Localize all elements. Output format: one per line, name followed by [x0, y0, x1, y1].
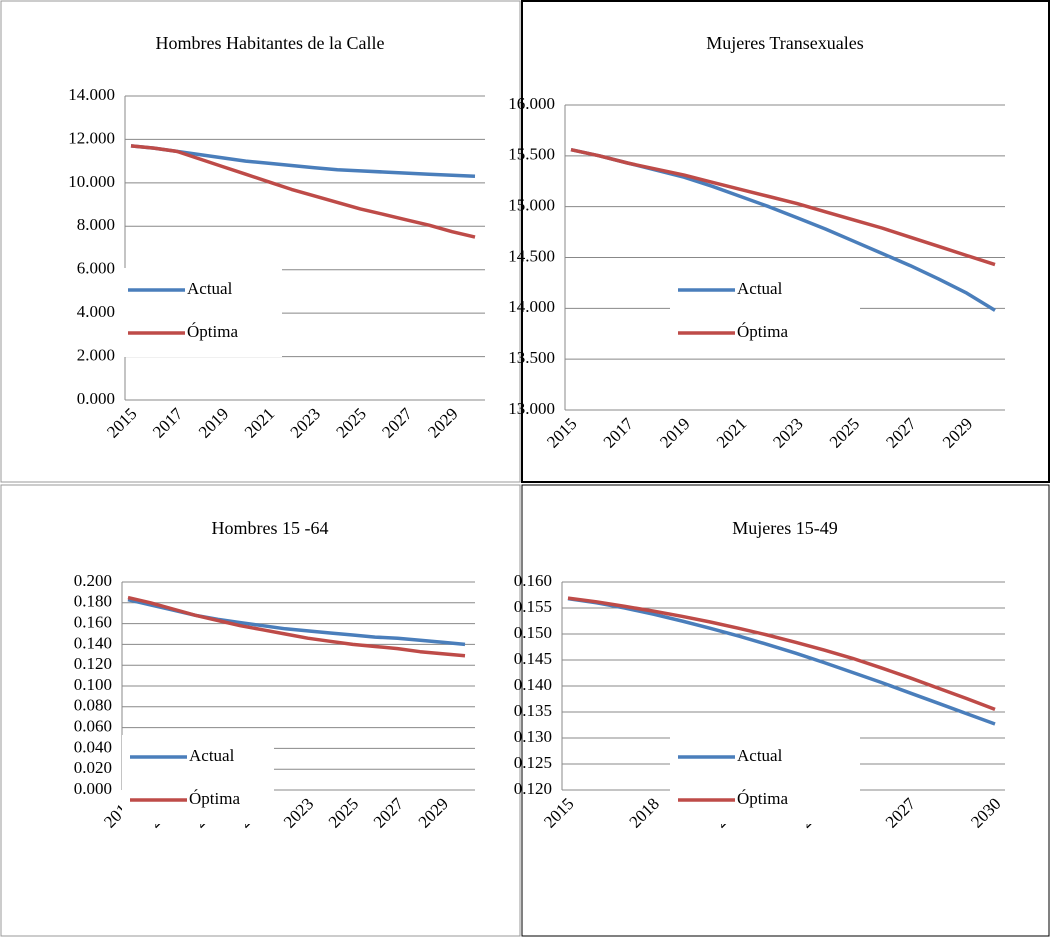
x-tick-label: 2015 — [103, 404, 140, 441]
y-tick-label: 14.000 — [68, 85, 115, 104]
y-tick-label: 0.120 — [74, 654, 112, 673]
x-tick-label: 2027 — [882, 414, 920, 452]
x-tick-label: 2019 — [195, 404, 232, 441]
panel-border — [521, 484, 1050, 937]
y-tick-label: 0.000 — [77, 389, 115, 408]
y-tick-label: 0.125 — [514, 753, 552, 772]
y-tick-label: 4.000 — [77, 302, 115, 321]
y-tick-label: 0.120 — [514, 779, 552, 798]
data-line — [130, 144, 476, 239]
data-line — [570, 147, 996, 267]
data-line — [130, 144, 476, 179]
y-tick-label: 0.160 — [74, 613, 112, 632]
legend-label: Óptima — [737, 789, 788, 808]
y-tick-label: 13.500 — [508, 348, 555, 367]
y-tick-label: 0.160 — [514, 571, 552, 590]
legend-label: Actual — [189, 746, 235, 765]
x-tick-label: 2021 — [241, 404, 278, 441]
y-tick-label: 10.000 — [68, 172, 115, 191]
x-tick-label: 2023 — [280, 794, 317, 831]
x-tick-label: 2027 — [370, 794, 408, 832]
x-tick-label: 2017 — [600, 414, 638, 452]
y-tick-label: 0.155 — [514, 597, 552, 616]
chart-title: Mujeres Transexuales — [706, 33, 863, 53]
y-tick-label: 0.130 — [514, 727, 552, 746]
legend-label: Óptima — [189, 789, 240, 808]
y-tick-label: 16.000 — [508, 94, 555, 113]
x-tick-label: 2029 — [939, 414, 976, 451]
chart-title: Hombres 15 -64 — [212, 518, 329, 538]
legend-label: Actual — [737, 746, 783, 765]
y-tick-label: 0.150 — [514, 623, 552, 642]
x-tick-label: 2027 — [882, 794, 920, 832]
y-tick-label: 8.000 — [77, 215, 115, 234]
y-tick-label: 15.500 — [508, 145, 555, 164]
y-tick-label: 0.180 — [74, 592, 112, 611]
y-tick-label: 15.000 — [508, 196, 555, 215]
x-tick-label: 2021 — [713, 414, 750, 451]
chart-title: Mujeres 15-49 — [732, 518, 837, 538]
y-tick-label: 14.500 — [508, 246, 555, 265]
y-tick-label: 13.000 — [508, 399, 555, 418]
y-tick-label: 14.000 — [508, 297, 555, 316]
panel-border — [0, 0, 521, 483]
legend-box — [670, 735, 860, 824]
x-tick-label: 2018 — [626, 794, 663, 831]
y-tick-label: 0.135 — [514, 701, 552, 720]
data-line — [567, 596, 996, 726]
x-tick-label: 2029 — [415, 794, 452, 831]
y-tick-label: 0.020 — [74, 758, 112, 777]
panel-border — [521, 0, 1050, 483]
x-tick-label: 2027 — [378, 404, 416, 442]
data-line — [127, 595, 466, 658]
y-tick-label: 0.080 — [74, 696, 112, 715]
panel-border — [0, 484, 521, 937]
y-tick-label: 0.145 — [514, 649, 552, 668]
x-tick-label: 2017 — [149, 404, 187, 442]
x-tick-label: 2015 — [540, 794, 577, 831]
legend-label: Óptima — [187, 322, 238, 341]
legend-label: Actual — [737, 279, 783, 298]
y-tick-label: 6.000 — [77, 259, 115, 278]
legend-box — [670, 268, 860, 357]
legend-box — [120, 268, 282, 357]
x-tick-label: 2023 — [769, 414, 806, 451]
y-tick-label: 2.000 — [77, 345, 115, 364]
x-tick-label: 2025 — [332, 404, 369, 441]
x-tick-label: 2019 — [656, 414, 693, 451]
y-tick-label: 0.040 — [74, 737, 112, 756]
x-tick-label: 2030 — [967, 794, 1004, 831]
x-tick-label: 2025 — [325, 794, 362, 831]
legend-label: Actual — [187, 279, 233, 298]
y-tick-label: 12.000 — [68, 128, 115, 147]
y-tick-label: 0.100 — [74, 675, 112, 694]
x-tick-label: 2023 — [287, 404, 324, 441]
y-tick-label: 0.060 — [74, 717, 112, 736]
y-tick-label: 0.200 — [74, 571, 112, 590]
x-tick-label: 2025 — [826, 414, 863, 451]
x-tick-label: 2015 — [543, 414, 580, 451]
data-line — [567, 596, 996, 712]
y-tick-label: 0.140 — [514, 675, 552, 694]
legend-box — [122, 735, 274, 824]
y-tick-label: 0.000 — [74, 779, 112, 798]
y-tick-label: 0.140 — [74, 633, 112, 652]
legend-label: Óptima — [737, 322, 788, 341]
x-tick-label: 2029 — [424, 404, 461, 441]
chart-title: Hombres Habitantes de la Calle — [156, 33, 385, 53]
